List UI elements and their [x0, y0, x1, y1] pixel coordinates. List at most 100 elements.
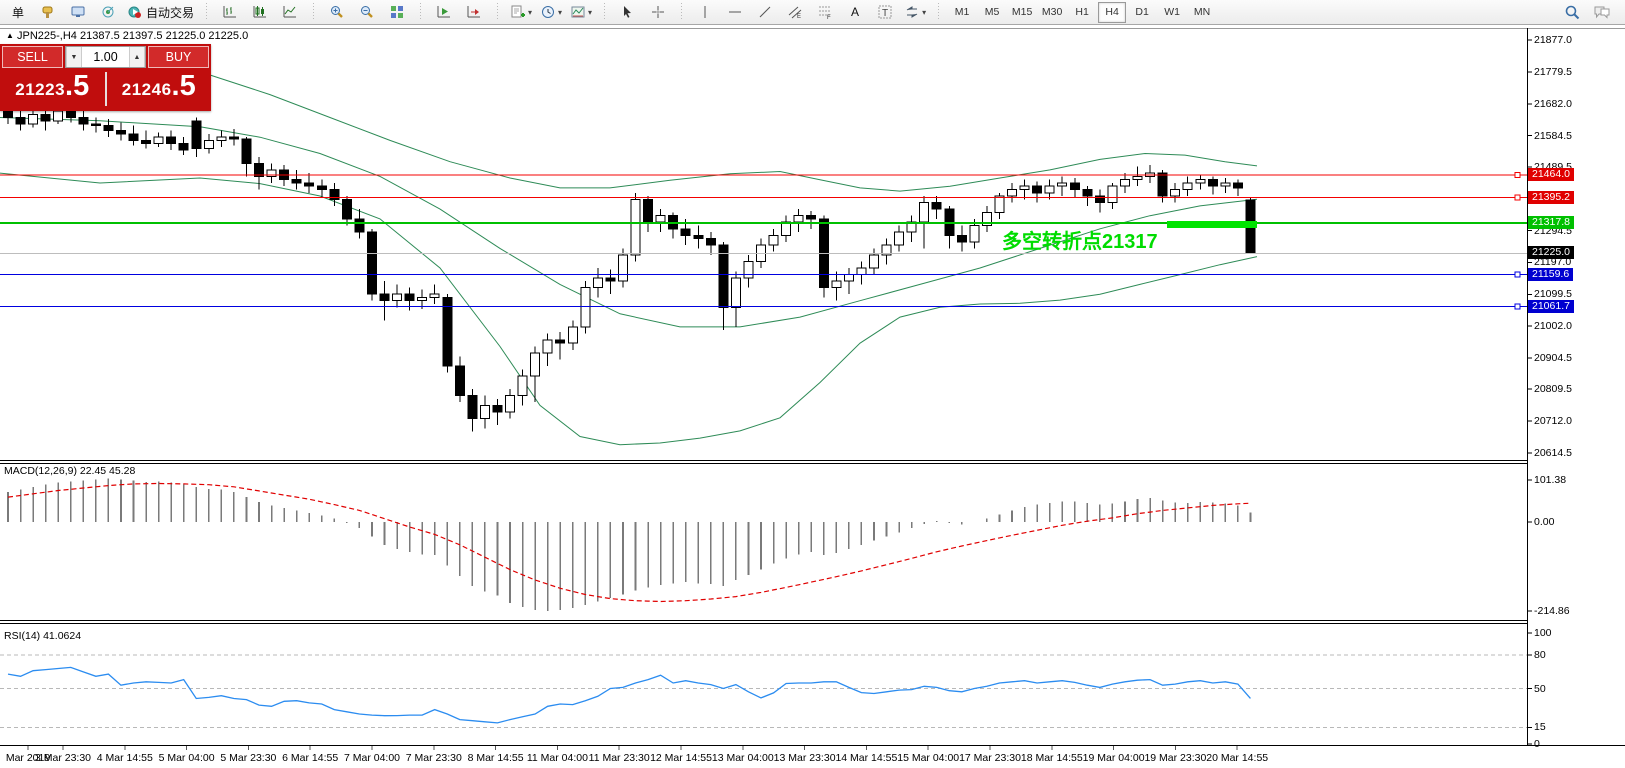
- market-watch-button[interactable]: [64, 1, 92, 23]
- candle: [228, 128, 239, 146]
- candle: [153, 132, 164, 147]
- timeframe-button-mn[interactable]: MN: [1193, 6, 1211, 18]
- candle: [492, 398, 503, 426]
- chevron-down-icon[interactable]: ▾: [588, 7, 593, 17]
- crosshair-button[interactable]: [644, 1, 672, 23]
- sell-button[interactable]: SELL: [2, 46, 63, 68]
- candle: [1145, 164, 1156, 183]
- templates-icon: [570, 4, 586, 20]
- volume-increase-button[interactable]: ▲: [129, 47, 145, 67]
- buy-button[interactable]: BUY: [148, 46, 209, 68]
- cursor-button[interactable]: [614, 1, 642, 23]
- volume-value[interactable]: 1.00: [93, 50, 118, 64]
- hline-handle[interactable]: [1514, 303, 1521, 310]
- timeframe-button-m30[interactable]: M30: [1041, 6, 1063, 18]
- fibonacci-button[interactable]: F: [811, 1, 839, 23]
- hammer-icon-button[interactable]: [34, 1, 62, 23]
- templates-button[interactable]: ▾: [567, 1, 595, 23]
- annotation-highlight-bar[interactable]: [1167, 221, 1257, 228]
- sell-price[interactable]: 21223 .5: [2, 71, 103, 105]
- signals-button[interactable]: [94, 1, 122, 23]
- candle: [241, 137, 252, 177]
- text-label-button[interactable]: T: [871, 1, 899, 23]
- time-axis-label: 4 Mar 14:55: [96, 752, 153, 764]
- timeframe-button-h1[interactable]: H1: [1075, 6, 1089, 18]
- zoom-out-icon: [359, 4, 375, 20]
- line-chart-button[interactable]: [276, 1, 304, 23]
- vertical-line-button[interactable]: [691, 1, 719, 23]
- auto-scroll-button[interactable]: [430, 1, 458, 23]
- timeframe-button-m5[interactable]: M5: [984, 6, 1000, 18]
- buy-price[interactable]: 21246 .5: [108, 71, 209, 105]
- time-axis-label: 20 Mar 14:55: [1206, 752, 1269, 764]
- zoom-in-button[interactable]: [323, 1, 351, 23]
- trendline-button[interactable]: [751, 1, 779, 23]
- arrows-button[interactable]: ▾: [901, 1, 929, 23]
- tile-windows-icon: [389, 4, 405, 20]
- toolbar-separator: [601, 3, 609, 21]
- timeframe-button-m15[interactable]: M15: [1011, 6, 1033, 18]
- timeframe-button-h4[interactable]: H4: [1098, 1, 1127, 23]
- candle: [203, 133, 214, 154]
- candle: [505, 389, 515, 419]
- toolbar-separator: [678, 3, 686, 21]
- price-tick-label: 21002.0: [1534, 320, 1572, 333]
- new-order-button[interactable]: 单: [4, 1, 32, 23]
- tile-windows-button[interactable]: [383, 1, 411, 23]
- timeframe-button-w1[interactable]: W1: [1164, 6, 1180, 18]
- indicators-button[interactable]: ▾: [507, 1, 535, 23]
- chevron-down-icon[interactable]: ▾: [922, 7, 927, 17]
- candle-chart-button[interactable]: [246, 1, 274, 23]
- periods-icon: [540, 4, 556, 20]
- candle: [668, 212, 679, 239]
- time-axis-label: 13 Mar 23:30: [773, 752, 836, 764]
- candle: [1232, 179, 1243, 197]
- horizontal-line-button[interactable]: [721, 1, 749, 23]
- search-icon-button[interactable]: [1558, 1, 1586, 23]
- toolbar-separator: [203, 3, 211, 21]
- chevron-down-icon[interactable]: ▾: [528, 7, 533, 17]
- chat-icon-button[interactable]: [1588, 1, 1616, 23]
- candle: [555, 331, 566, 360]
- toolbar-separator: [417, 3, 425, 21]
- bar-chart-icon: [222, 4, 238, 20]
- candle: [417, 289, 428, 309]
- time-axis-label: 5 Mar 23:30: [220, 752, 277, 764]
- zoom-out-button[interactable]: [353, 1, 381, 23]
- volume-decrease-button[interactable]: ▼: [66, 47, 82, 67]
- draw-group: E F A T ▾: [687, 0, 933, 24]
- periods-button[interactable]: ▾: [537, 1, 565, 23]
- candle: [881, 238, 892, 265]
- candle: [894, 225, 905, 252]
- chart-canvas[interactable]: [0, 25, 1625, 768]
- text-button-label: A: [851, 5, 860, 19]
- toolbar-right-icons: [1557, 1, 1625, 23]
- collapse-triangle-icon[interactable]: ▲: [6, 31, 14, 40]
- candle: [191, 117, 202, 157]
- rsi-tick-label: 50: [1534, 682, 1546, 695]
- chart-area[interactable]: ▲ JPN225-,H4 21387.5 21397.5 21225.0 212…: [0, 25, 1625, 768]
- chart-shift-button[interactable]: [460, 1, 488, 23]
- autotrading-button[interactable]: 自动交易: [124, 1, 197, 23]
- candle: [254, 156, 264, 190]
- price-tick-label: 20809.5: [1534, 383, 1572, 396]
- channel-button[interactable]: E: [781, 1, 809, 23]
- volume-stepper[interactable]: ▼ 1.00 ▲: [65, 46, 146, 68]
- timeframe-button-m1[interactable]: M1: [954, 6, 970, 18]
- candle: [442, 294, 453, 373]
- candle: [379, 281, 390, 321]
- time-axis-label: 14 Mar 14:55: [835, 752, 898, 764]
- text-button[interactable]: A: [841, 1, 869, 23]
- timeframe-button-d1[interactable]: D1: [1135, 6, 1149, 18]
- bar-chart-button[interactable]: [216, 1, 244, 23]
- hline-handle[interactable]: [1514, 194, 1521, 201]
- price-tick-label: 21584.5: [1534, 129, 1572, 142]
- candle: [831, 271, 842, 301]
- hline-handle[interactable]: [1514, 172, 1521, 179]
- hline-handle[interactable]: [1514, 271, 1521, 278]
- chevron-down-icon[interactable]: ▾: [558, 7, 563, 17]
- chart-annotation-text[interactable]: 多空转折点21317: [1002, 231, 1158, 253]
- arrows-icon: [904, 4, 920, 20]
- toolbar: 单 自动交易 ▾ ▾ ▾ E F A T ▾ M1 M5 M15 M30 H1 H4 D1 W1 MN: [0, 0, 1625, 25]
- horizontal-line-icon: [727, 4, 743, 20]
